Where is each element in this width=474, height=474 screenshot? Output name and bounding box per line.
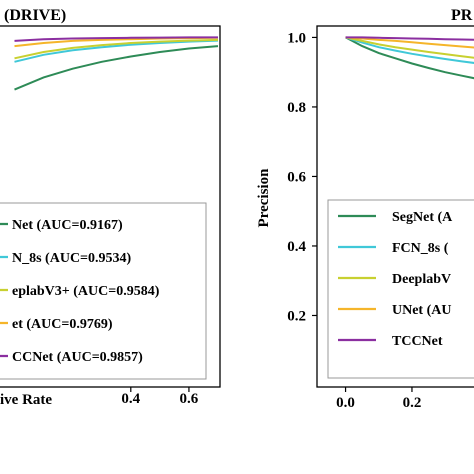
right-x-tick-label: 0.2 [403,395,422,411]
right-y-tick-label: 0.6 [287,169,306,185]
right-series-group [345,36,474,80]
left-x-ticks: 0.4 0.6 [121,387,199,407]
right-y-tick-label: 0.8 [287,100,306,116]
left-series-line-4 [14,36,218,42]
right-legend-box [327,199,474,379]
left-series-line-0 [14,45,219,91]
right-series-line-4 [345,36,474,41]
right-legend-label-2: DeeplabV [392,272,451,287]
right-legend-label-4: TCCNet [392,334,443,349]
left-legend-label-4: CCNet (AUC=0.9857) [12,350,143,365]
right-plot-frame [316,25,474,388]
right-y-tick-label: 0.4 [287,239,306,255]
right-y-ticks: 0.2 0.4 0.6 0.8 1.0 [287,30,317,324]
right-x-ticks: 0.0 0.2 [336,387,421,411]
left-legend-box [0,202,207,380]
right-y-tick-label: 1.0 [287,30,306,46]
left-series-group [14,36,219,91]
right-y-tick-label: 0.2 [287,308,306,324]
right-x-tick-label: 0.0 [336,395,355,411]
right-series-line-2 [345,36,474,59]
right-legend-label-3: UNet (AU [392,303,451,318]
left-legend-label-1: N_8s (AUC=0.9534) [12,251,132,266]
left-series-line-2 [14,38,219,60]
left-x-tick-label: 0.6 [180,391,199,407]
right-legend-label-0: SegNet (A [392,210,453,225]
left-x-axis-label: ive Rate [0,392,52,408]
right-series-line-3 [345,36,474,49]
left-legend: Net (AUC=0.9167) N_8s (AUC=0.9534) eplabV3… [0,218,160,365]
right-chart-title: PR [451,7,473,24]
left-legend-label-0: Net (AUC=0.9167) [12,218,123,233]
right-series-line-1 [345,36,474,64]
left-legend-label-3: et (AUC=0.9769) [12,317,113,332]
left-chart-title: (DRIVE) [4,7,66,24]
right-legend: SegNet (A FCN_8s ( DeeplabV UNet (AU TCCNet [338,210,453,349]
left-chart-panel: (DRIVE) 0.4 0.6 Net (AUC=0.9167) N_8s (AUC… [0,7,221,408]
left-legend-label-2: eplabV3+ (AUC=0.9584) [12,284,160,299]
right-y-axis-label: Precision [256,168,272,228]
left-x-tick-label: 0.4 [121,391,140,407]
left-series-line-1 [14,39,219,63]
left-plot-frame [0,25,221,388]
right-series-line-0 [345,36,474,80]
right-legend-label-1: FCN_8s ( [392,241,449,256]
right-chart-panel: PR 0.2 0.4 0.6 0.8 1.0 0.0 0.2 Precision SegN… [256,7,474,411]
